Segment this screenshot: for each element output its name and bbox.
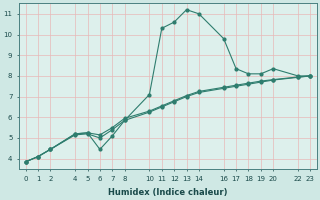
X-axis label: Humidex (Indice chaleur): Humidex (Indice chaleur): [108, 188, 228, 197]
